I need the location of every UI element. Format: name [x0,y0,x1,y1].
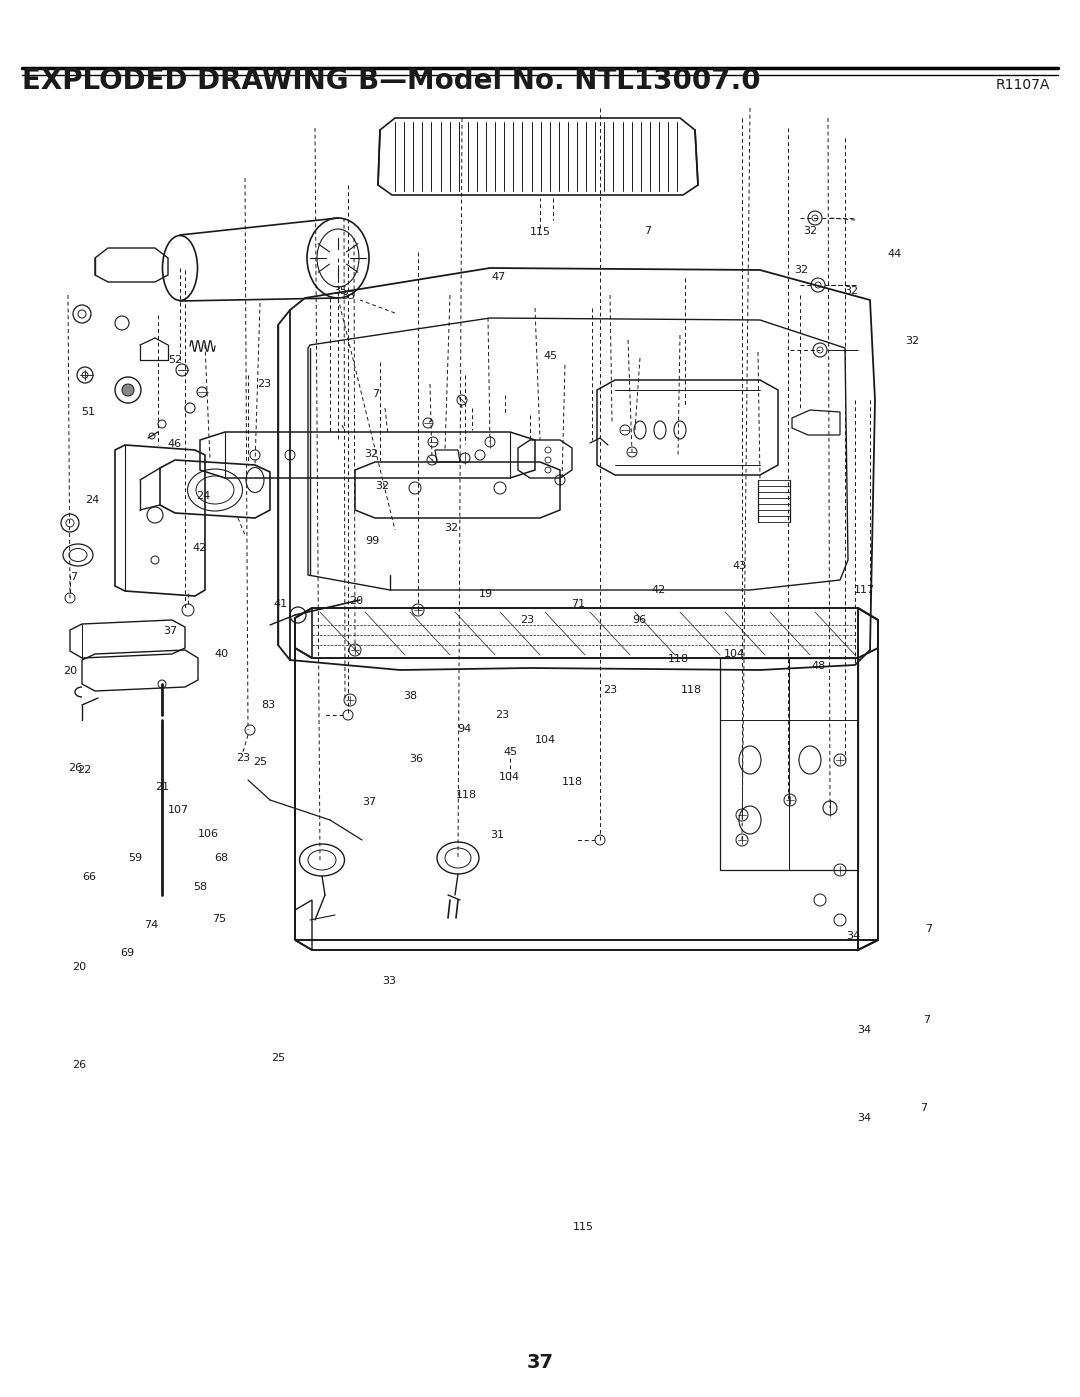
Text: 21: 21 [154,781,170,792]
Text: 7: 7 [926,923,932,935]
Text: 117: 117 [853,584,875,595]
Text: 24: 24 [195,490,211,502]
Text: 118: 118 [562,777,583,788]
Text: 58: 58 [192,882,207,893]
Text: 23: 23 [495,710,510,721]
Text: 118: 118 [667,654,689,665]
Text: 118: 118 [456,789,477,800]
Text: 32: 32 [444,522,459,534]
Text: 37: 37 [163,626,178,637]
Text: 104: 104 [499,771,521,782]
Text: R1107A: R1107A [996,78,1050,92]
Text: 48: 48 [811,661,826,672]
Text: 35: 35 [334,285,347,296]
Text: 20: 20 [71,961,86,972]
Text: 23: 23 [519,615,535,626]
Text: 106: 106 [198,828,219,840]
Text: 7: 7 [70,571,77,583]
Text: 118: 118 [680,685,702,696]
Text: 37: 37 [362,796,377,807]
Text: 68: 68 [214,852,229,863]
Text: 41: 41 [273,598,288,609]
Text: 22: 22 [77,764,92,775]
Text: 19: 19 [478,588,494,599]
Text: 26: 26 [68,763,82,773]
Text: 23: 23 [235,753,251,763]
Text: 52: 52 [167,355,183,366]
Text: 75: 75 [212,914,227,925]
Text: 42: 42 [651,584,666,595]
Text: 96: 96 [632,615,647,626]
Text: 32: 32 [794,264,809,275]
Text: 33: 33 [382,975,395,986]
Text: EXPLODED DRAWING B—Model No. NTL13007.0: EXPLODED DRAWING B—Model No. NTL13007.0 [22,67,760,95]
Text: 66: 66 [83,872,96,883]
Text: 31: 31 [490,830,503,841]
Text: 59: 59 [127,852,143,863]
Circle shape [122,384,134,395]
Text: 32: 32 [364,448,379,460]
Text: 115: 115 [572,1221,594,1232]
Text: 44: 44 [887,249,902,260]
Text: 104: 104 [724,648,745,659]
Text: 33: 33 [341,291,355,300]
Text: 26: 26 [71,1059,86,1070]
Text: 46: 46 [167,439,183,450]
Text: 7: 7 [373,388,379,400]
Text: 37: 37 [527,1352,554,1372]
Text: 32: 32 [843,285,859,296]
Text: 43: 43 [732,560,747,571]
Text: 7: 7 [923,1014,930,1025]
Text: 71: 71 [570,598,585,609]
Text: 32: 32 [802,225,818,236]
Text: 23: 23 [257,379,272,390]
Text: 34: 34 [856,1024,872,1035]
Text: 107: 107 [167,805,189,816]
Text: 104: 104 [535,735,556,746]
Text: 32: 32 [905,335,920,346]
Text: 83: 83 [260,700,275,711]
Text: 45: 45 [543,351,558,362]
Text: 40: 40 [214,648,229,659]
Text: 34: 34 [846,930,861,942]
Text: 25: 25 [271,1052,286,1063]
Text: 42: 42 [192,542,207,553]
Text: 45: 45 [503,747,517,757]
Text: 38: 38 [403,690,418,701]
Text: 47: 47 [491,271,507,282]
Text: 32: 32 [375,481,390,492]
Text: 24: 24 [84,495,99,506]
Text: 94: 94 [457,724,472,735]
Text: 34: 34 [856,1112,872,1123]
Text: 115: 115 [529,226,551,237]
Text: 7: 7 [920,1102,927,1113]
Text: 20: 20 [349,595,364,606]
Text: 51: 51 [82,407,95,418]
Text: 99: 99 [365,535,380,546]
Text: 20: 20 [63,665,78,676]
Text: 23: 23 [603,685,618,696]
Text: 36: 36 [409,753,422,764]
Text: 69: 69 [120,947,135,958]
Text: 25: 25 [253,757,267,767]
Text: 74: 74 [144,919,159,930]
Text: 7: 7 [645,225,651,236]
